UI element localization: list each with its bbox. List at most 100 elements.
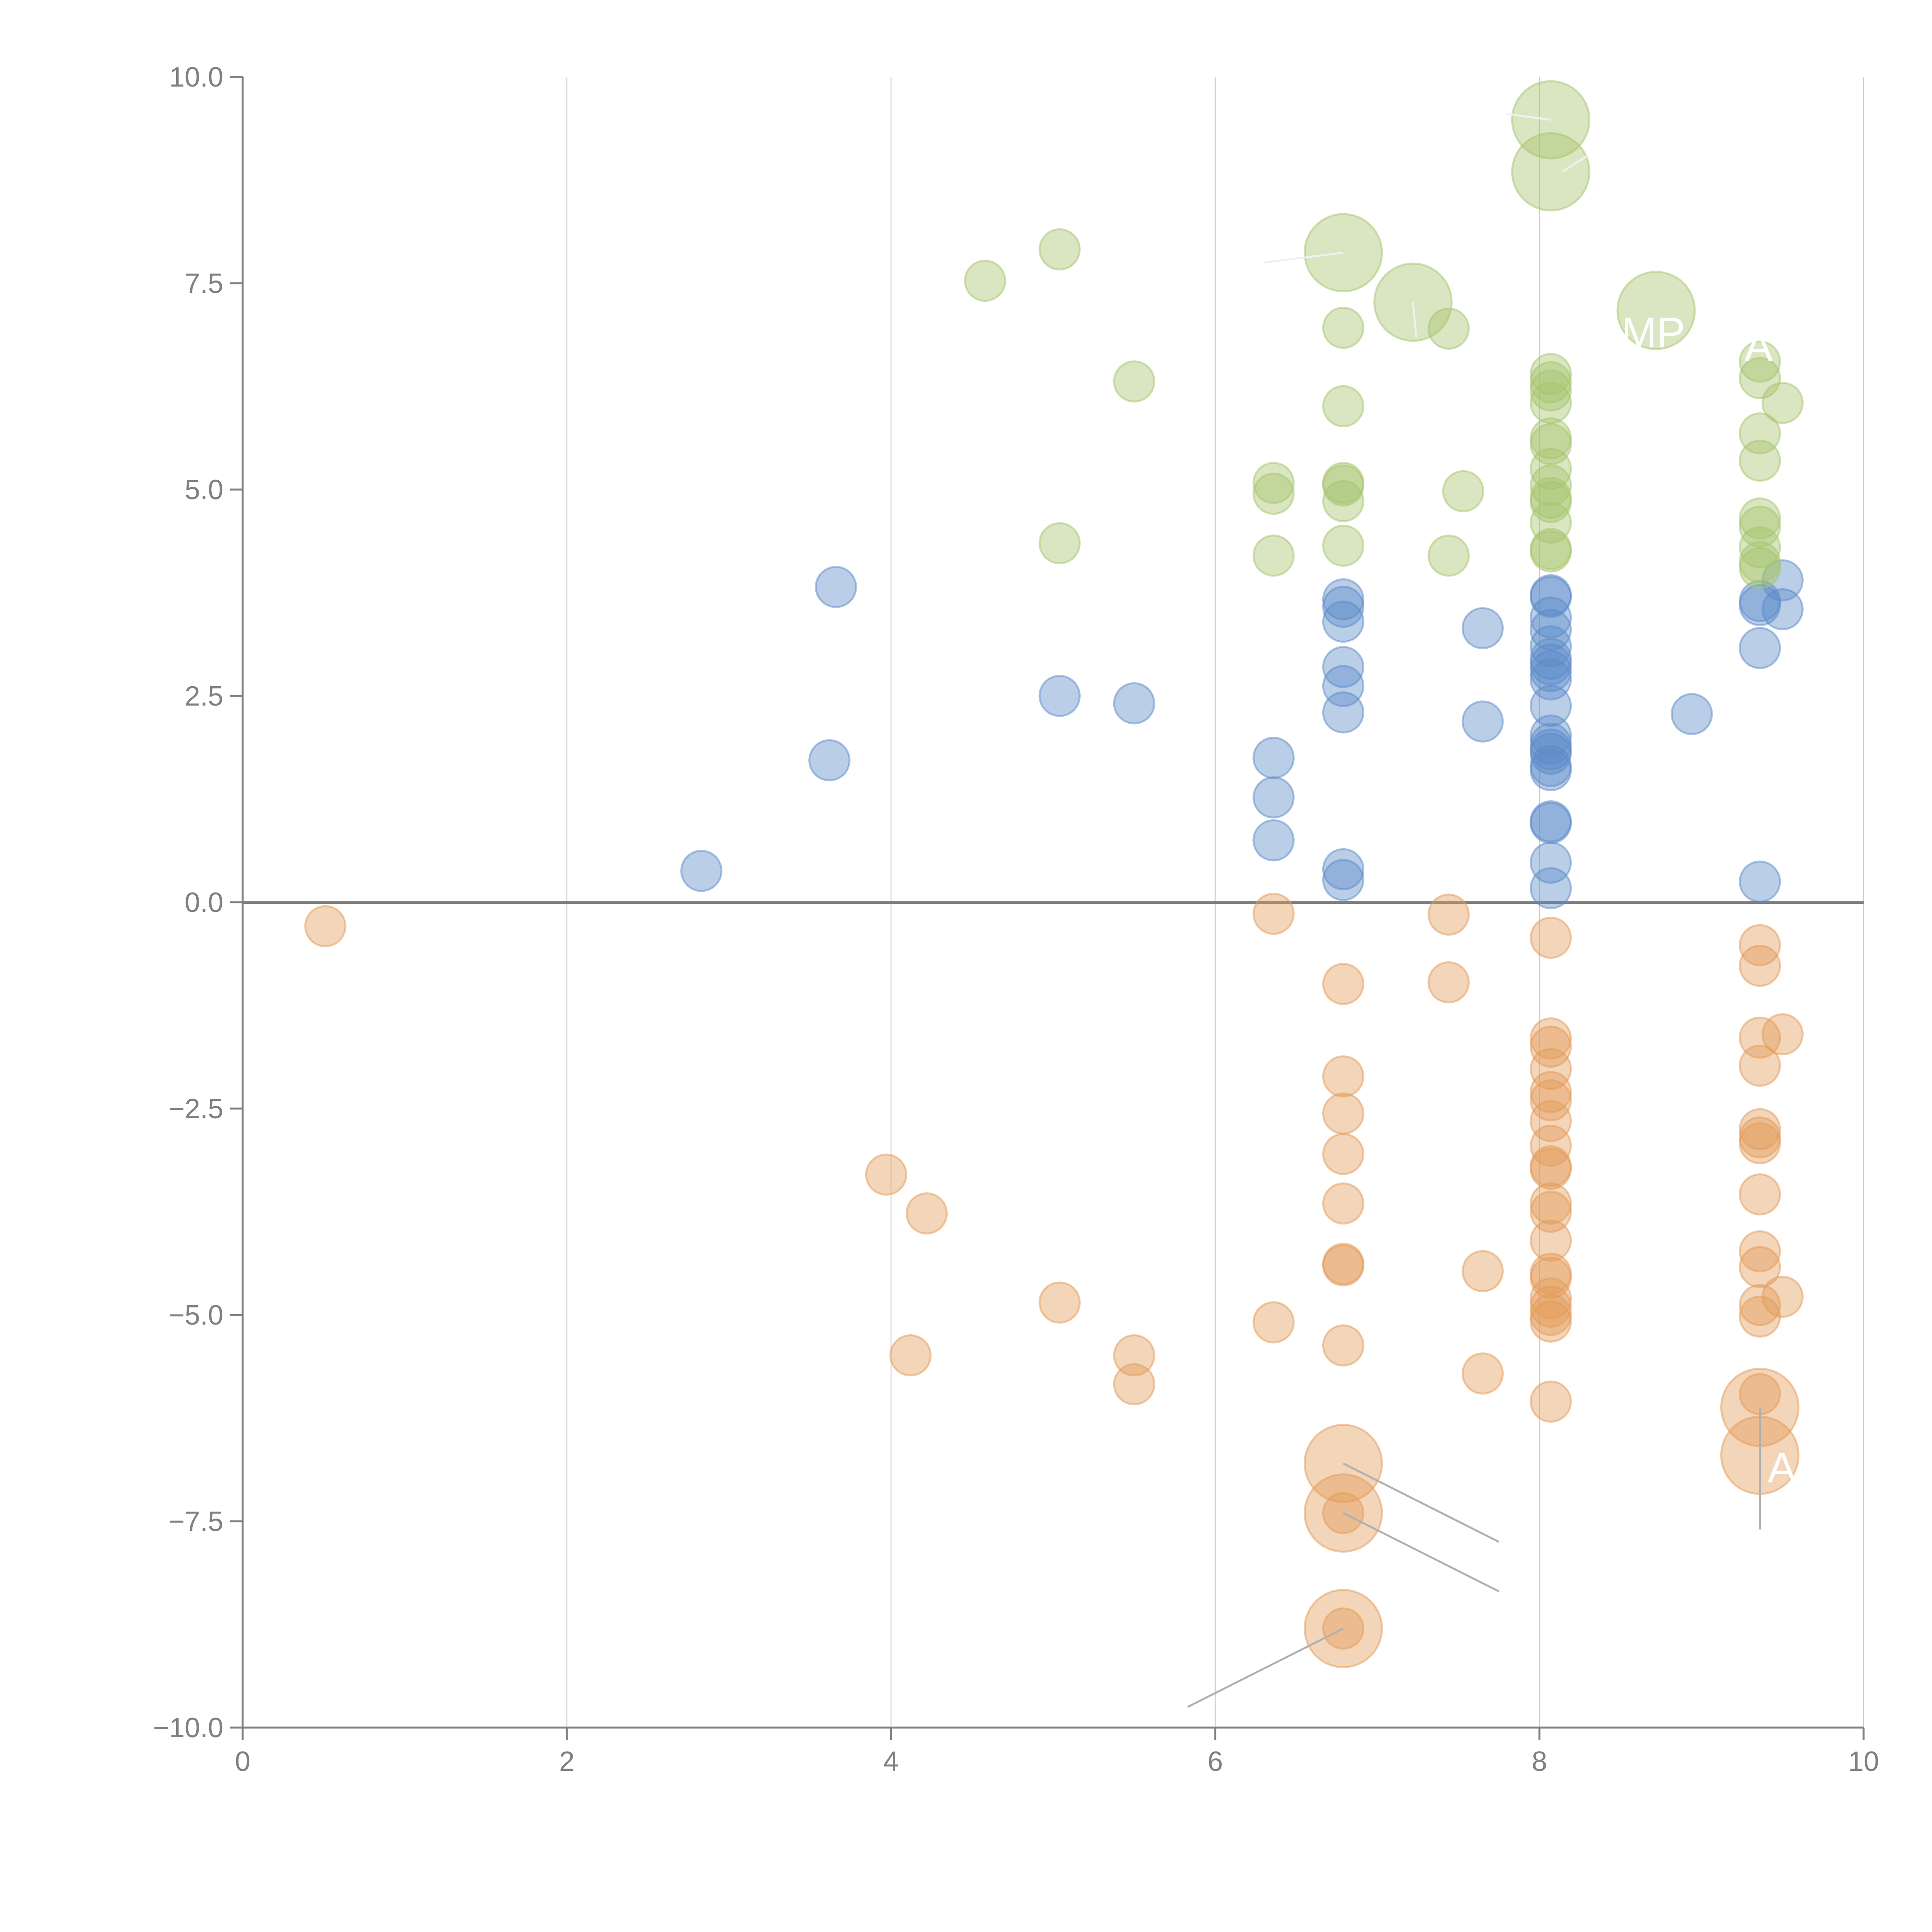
highlighted-point-green [1616, 270, 1696, 350]
x-tick-label: 4 [883, 1746, 899, 1777]
data-point-orange [1739, 1230, 1781, 1273]
data-point-orange [1252, 893, 1295, 935]
y-tick-label: −7.5 [168, 1506, 223, 1537]
data-point-green [1322, 306, 1364, 349]
data-point-orange [1322, 1244, 1364, 1287]
data-point-orange [1739, 1284, 1781, 1326]
data-point-blue [1322, 585, 1364, 628]
annotation-leaders [1187, 113, 1761, 1708]
data-point-green [964, 260, 1006, 302]
data-point-blue [1529, 733, 1572, 775]
annotation-leader-line [1412, 302, 1417, 337]
data-point-green [1529, 423, 1572, 466]
data-point-blue [1461, 607, 1504, 650]
data-point-orange [1529, 1048, 1572, 1090]
annotation-leader-line [1561, 154, 1589, 173]
data-point-orange [1739, 1246, 1781, 1288]
data-point-blue [1252, 776, 1295, 819]
data-point-blue [1670, 693, 1713, 735]
data-point-blue [1529, 802, 1572, 844]
data-point-green [1322, 464, 1364, 507]
data-point-green [1529, 369, 1572, 412]
data-point-green [1761, 382, 1804, 424]
annotation-leader-line [1343, 1463, 1500, 1543]
data-point-blue [1529, 685, 1572, 727]
data-point-orange [1529, 917, 1572, 959]
data-point-blue [1761, 588, 1804, 631]
data-point-green [1739, 547, 1781, 589]
data-point-blue [1529, 841, 1572, 884]
data-point-green [1252, 473, 1295, 515]
data-point-blue [1113, 682, 1155, 724]
data-point-green [1529, 530, 1572, 573]
data-point-green [1038, 228, 1081, 270]
data-point-orange [1739, 1044, 1781, 1087]
data-point-blue [1322, 848, 1364, 891]
data-point-orange [1038, 1281, 1081, 1324]
x-tick-label: 8 [1532, 1746, 1547, 1777]
annotation-label: A [1745, 323, 1773, 370]
data-point-orange [1529, 1148, 1572, 1190]
data-point-blue [1038, 675, 1081, 717]
data-point-orange [1461, 1250, 1504, 1293]
y-tick-label: −5.0 [168, 1300, 223, 1331]
data-point-orange [1529, 1100, 1572, 1142]
y-tick-label: −2.5 [168, 1094, 223, 1124]
data-point-orange [1427, 961, 1470, 1003]
y-tick-label: 10.0 [169, 62, 223, 93]
data-point-green [1322, 524, 1364, 567]
data-point-orange [1529, 1190, 1572, 1233]
data-point-orange [1322, 963, 1364, 1005]
data-point-orange [1322, 1055, 1364, 1098]
data-point-blue [808, 739, 851, 782]
axes: 0 2 4 6 8 10 10.0 7.5 5.0 2.5 0.0 −2.5 −5.0 −7.5 −10.0 [153, 62, 1879, 1777]
data-point-blue [1739, 627, 1781, 669]
data-point-green [1322, 480, 1364, 522]
y-tick-label: 5.0 [185, 474, 223, 505]
data-point-blue [1322, 859, 1364, 901]
data-point-orange [889, 1334, 932, 1377]
data-point-orange [1761, 1276, 1804, 1318]
data-point-blue [1252, 819, 1295, 862]
data-point-blue [1529, 596, 1572, 639]
data-point-green [1252, 462, 1295, 504]
data-point-green [1427, 534, 1470, 577]
highlighted-point-green [1511, 132, 1590, 212]
data-point-blue [1529, 867, 1572, 910]
data-point-blue [1252, 736, 1295, 779]
x-tick-label: 0 [235, 1746, 250, 1777]
data-point-orange [905, 1192, 948, 1235]
data-point-blue [815, 566, 857, 608]
annotation-label: A [1768, 1444, 1796, 1492]
data-point-orange [1739, 1173, 1781, 1216]
data-point-green [1427, 307, 1470, 350]
data-point-orange [1529, 1026, 1572, 1068]
data-point-green [1113, 360, 1155, 403]
data-point-green [1252, 534, 1295, 577]
data-point-orange [1761, 1013, 1804, 1056]
data-point-orange [1113, 1363, 1155, 1405]
annotation-leader-line [1264, 252, 1344, 264]
data-point-orange [1113, 1334, 1155, 1377]
data-point-blue [1461, 700, 1504, 743]
data-point-orange [865, 1153, 907, 1196]
x-tick-label: 10 [1848, 1746, 1879, 1777]
annotation-leader-line [1187, 1628, 1344, 1708]
data-point-green [1529, 448, 1572, 490]
data-point-orange [1322, 1324, 1364, 1367]
data-point-green [1739, 439, 1781, 482]
data-point-blue [1761, 559, 1804, 602]
y-tick-label: 2.5 [185, 681, 223, 712]
x-tick-label: 2 [559, 1746, 575, 1777]
data-point-green [1442, 470, 1485, 512]
data-point-green [1322, 385, 1364, 427]
data-point-orange [1322, 1133, 1364, 1175]
data-point-blue [1529, 625, 1572, 668]
data-point-orange [1529, 1380, 1572, 1423]
data-point-orange [1739, 1122, 1781, 1165]
annotation-leader-line [1343, 1512, 1500, 1592]
data-point-green [1529, 464, 1572, 507]
data-point-orange [1461, 1352, 1504, 1395]
data-point-blue [1322, 646, 1364, 688]
